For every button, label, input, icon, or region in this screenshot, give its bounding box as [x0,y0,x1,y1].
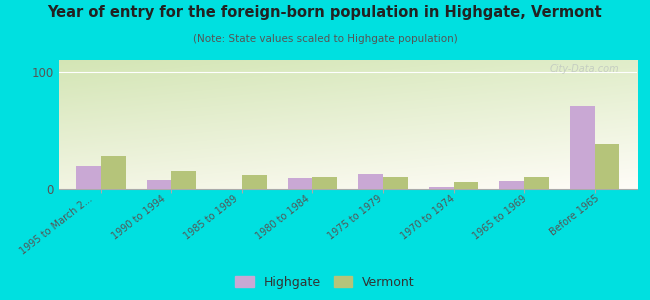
Text: 1965 to 1969: 1965 to 1969 [471,194,528,242]
Text: Before 1965: Before 1965 [548,194,601,238]
Text: 1975 to 1979: 1975 to 1979 [326,194,384,242]
Bar [595,144,619,189]
Text: 1990 to 1994: 1990 to 1994 [110,194,167,242]
Bar [429,187,454,189]
Text: 1970 to 1974: 1970 to 1974 [398,194,456,242]
Bar [499,181,524,189]
Bar [172,171,196,189]
Bar [288,178,313,189]
Text: (Note: State values scaled to Highgate population): (Note: State values scaled to Highgate p… [192,34,458,44]
Bar [358,174,383,189]
Legend: Highgate, Vermont: Highgate, Vermont [230,271,420,294]
Bar [242,175,266,189]
Text: 1980 to 1984: 1980 to 1984 [254,194,311,242]
Bar [570,106,595,189]
Text: 1995 to March 2...: 1995 to March 2... [18,194,95,256]
Bar [147,180,172,189]
Bar [313,177,337,189]
Text: 1985 to 1989: 1985 to 1989 [182,194,239,242]
Bar [383,177,408,189]
Text: Year of entry for the foreign-born population in Highgate, Vermont: Year of entry for the foreign-born popul… [47,4,603,20]
Bar [524,177,549,189]
Bar [454,182,478,189]
Bar [76,166,101,189]
Bar [101,156,125,189]
Text: City-Data.com: City-Data.com [550,64,619,74]
